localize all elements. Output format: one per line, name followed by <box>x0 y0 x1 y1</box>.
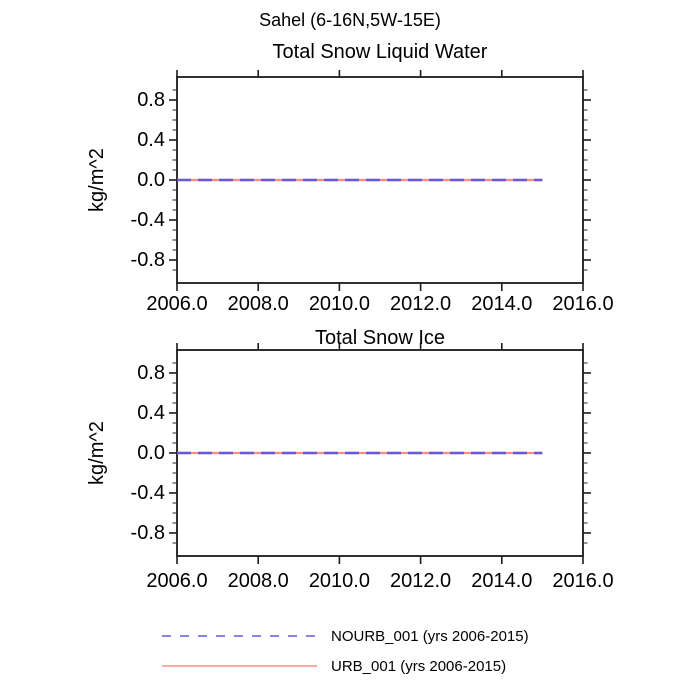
legend-solid-line-icon <box>162 665 317 667</box>
y-tick-label: 0.0 <box>137 442 165 464</box>
y-axis-label: kg/m^2 <box>86 421 108 485</box>
legend: NOURB_001 (yrs 2006-2015) URB_001 (yrs 2… <box>161 622 529 680</box>
panel-1: 2006.0 2008.0 2010.0 2012.0 2014.0 2016.0 0.8 0… <box>86 327 614 592</box>
y-tick-label: -0.8 <box>131 249 165 271</box>
x-tick-label: 2014.0 <box>471 293 532 315</box>
y-tick-label: -0.8 <box>131 522 165 544</box>
y-axis-label: kg/m^2 <box>86 148 108 212</box>
x-tick-label: 2012.0 <box>390 293 451 315</box>
y-tick-label: 0.4 <box>137 402 165 424</box>
x-tick-label: 2006.0 <box>146 570 207 592</box>
x-tick-label: 2016.0 <box>552 570 613 592</box>
x-tick-label: 2008.0 <box>228 293 289 315</box>
legend-label-urb: URB_001 (yrs 2006-2015) <box>331 657 507 675</box>
x-tick-label: 2006.0 <box>146 293 207 315</box>
page-title: Sahel (6-16N,5W-15E) <box>259 10 441 30</box>
legend-entry-urb: URB_001 (yrs 2006-2015) <box>161 652 529 680</box>
x-tick-label: 2012.0 <box>390 570 451 592</box>
y-tick-label: 0.8 <box>137 89 165 111</box>
panel-title: Total Snow Ice <box>315 327 445 349</box>
y-tick-label: -0.4 <box>131 209 165 231</box>
legend-dashed-line-icon <box>162 635 317 637</box>
legend-entry-nourb: NOURB_001 (yrs 2006-2015) <box>161 622 529 650</box>
y-tick-label: 0.4 <box>137 129 165 151</box>
y-tick-label: 0.8 <box>137 362 165 384</box>
x-tick-label: 2010.0 <box>309 293 370 315</box>
x-tick-label: 2010.0 <box>309 570 370 592</box>
y-tick-label: -0.4 <box>131 482 165 504</box>
panel-0: 2006.0 2008.0 2010.0 2012.0 2014.0 2016.0 0.8 0… <box>86 41 614 315</box>
panel-title: Total Snow Liquid Water <box>273 41 488 63</box>
legend-label-nourb: NOURB_001 (yrs 2006-2015) <box>331 627 529 645</box>
x-tick-label: 2016.0 <box>552 293 613 315</box>
x-tick-label: 2014.0 <box>471 570 532 592</box>
x-tick-label: 2008.0 <box>228 570 289 592</box>
y-tick-label: 0.0 <box>137 169 165 191</box>
